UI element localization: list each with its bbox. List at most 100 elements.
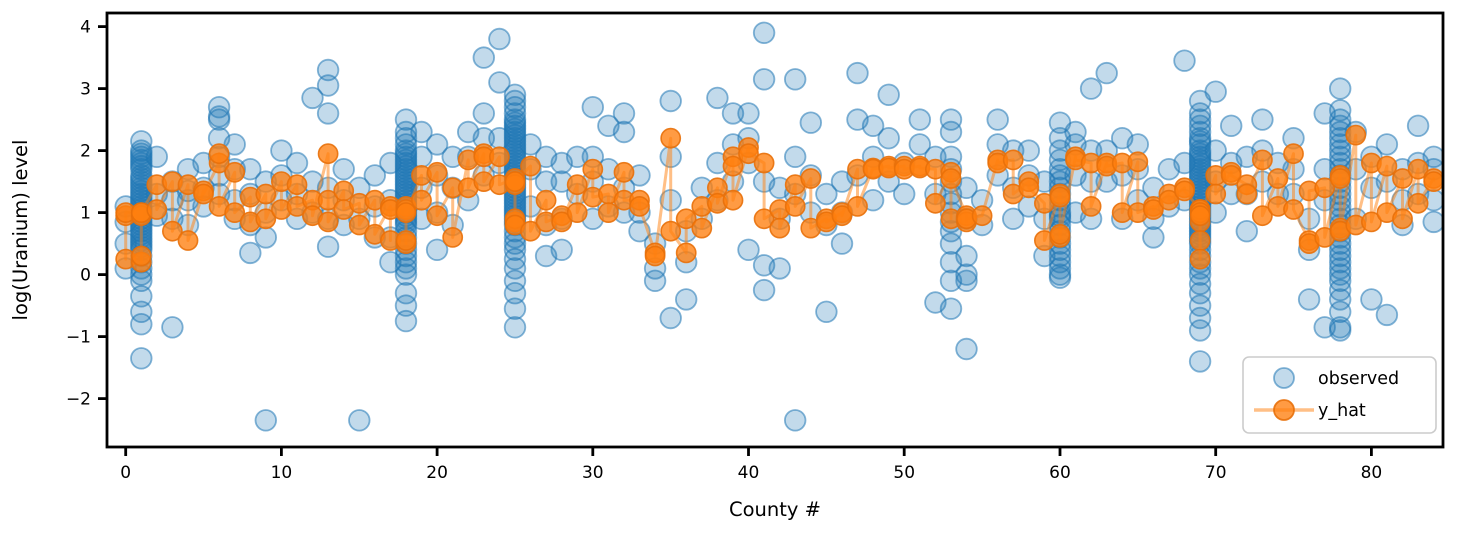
observed-point <box>130 157 153 181</box>
observed-point <box>270 139 293 162</box>
yhat-point <box>317 189 339 211</box>
yhat-point <box>1423 171 1443 192</box>
observed-point <box>316 58 340 82</box>
observed-point <box>752 278 776 302</box>
observed-point <box>1328 319 1352 342</box>
yhat-point <box>333 180 355 202</box>
observed-point <box>581 95 605 119</box>
observed-point <box>1173 49 1196 72</box>
observed-point <box>1048 251 1072 274</box>
observed-point <box>1406 114 1430 138</box>
yhat-point <box>395 230 417 251</box>
observed-point <box>130 347 153 370</box>
x-tick-label: 0 <box>120 463 131 483</box>
observed-point <box>1328 278 1352 302</box>
observed-point <box>1328 139 1352 162</box>
observed-point <box>1079 77 1103 100</box>
observed-point <box>503 297 527 320</box>
observed-point <box>363 164 387 187</box>
y-tick-label: −1 <box>66 328 91 348</box>
yhat-point <box>1174 180 1195 202</box>
yhat-point <box>177 230 199 251</box>
yhat-point <box>800 168 822 189</box>
observed-point <box>1188 108 1212 131</box>
yhat-point <box>582 158 604 180</box>
observed-point <box>612 102 636 125</box>
yhat-point <box>224 161 246 183</box>
legend-yhat-marker <box>1273 399 1295 421</box>
observed-point <box>503 282 527 305</box>
yhat-point <box>193 183 214 205</box>
yhat-point <box>1189 248 1211 270</box>
observed-point <box>1142 226 1165 249</box>
observed-point <box>1328 269 1352 293</box>
observed-point <box>986 108 1009 131</box>
observed-point <box>675 288 698 311</box>
yhat-point <box>1252 149 1273 171</box>
observed-point <box>503 102 527 125</box>
yhat-point <box>208 143 230 165</box>
observed-point <box>223 133 246 156</box>
observed-point <box>394 309 418 333</box>
observed-point <box>1188 120 1212 144</box>
yhat-point <box>1189 205 1211 227</box>
axes-spines <box>105 11 1445 449</box>
observed-point <box>893 182 916 206</box>
x-tick-label: 10 <box>271 463 293 483</box>
observed-point <box>955 269 978 293</box>
observed-point <box>503 95 527 119</box>
observed-point <box>410 120 433 144</box>
observed-point <box>503 83 527 107</box>
observed-point <box>394 294 418 317</box>
observed-point <box>955 244 978 268</box>
yhat-point <box>1376 155 1398 177</box>
observed-point <box>254 409 277 432</box>
observed-point <box>1219 114 1243 138</box>
observed-point <box>659 306 682 330</box>
observed-point <box>612 120 636 144</box>
observed-point <box>737 102 760 125</box>
observed-point <box>939 108 963 131</box>
yhat-point <box>442 226 464 248</box>
observed-point <box>1328 257 1352 280</box>
observed-point <box>332 157 355 181</box>
x-axis-label: County # <box>729 498 821 521</box>
observed-point <box>503 89 527 113</box>
observed-point <box>1422 145 1443 168</box>
observed-point <box>877 83 900 107</box>
x-tick-label: 70 <box>1205 463 1227 483</box>
y-tick-label: 4 <box>80 18 91 38</box>
observed-point <box>316 102 340 125</box>
observed-point <box>721 102 745 125</box>
observed-point <box>130 313 153 336</box>
observed-point <box>768 257 791 280</box>
legend-observed-label: observed <box>1318 369 1399 389</box>
yhat-point <box>644 245 666 267</box>
observed-point <box>1095 61 1118 85</box>
observed-point <box>503 247 527 271</box>
yhat-point <box>660 220 682 242</box>
yhat-point <box>411 189 432 211</box>
observed-point <box>1360 288 1383 311</box>
observed-point <box>1328 300 1352 324</box>
observed-point <box>1328 263 1352 286</box>
yhat-point <box>551 211 573 233</box>
observed-point <box>1328 77 1352 100</box>
observed-point <box>503 257 527 280</box>
yhat-point <box>426 161 448 183</box>
observed-point <box>1204 80 1227 103</box>
yhat-point <box>1252 205 1273 227</box>
y-tick-label: 2 <box>80 142 91 162</box>
yhat-point <box>161 220 183 242</box>
observed-point <box>1188 306 1212 330</box>
yhat-point <box>1049 223 1071 245</box>
observed-point <box>908 108 932 131</box>
yhat-point <box>566 174 588 196</box>
yhat-point <box>691 217 713 239</box>
yhat-point <box>317 143 339 165</box>
observed-point <box>830 232 854 255</box>
yhat-point <box>1205 183 1227 205</box>
observed-point <box>939 297 963 320</box>
